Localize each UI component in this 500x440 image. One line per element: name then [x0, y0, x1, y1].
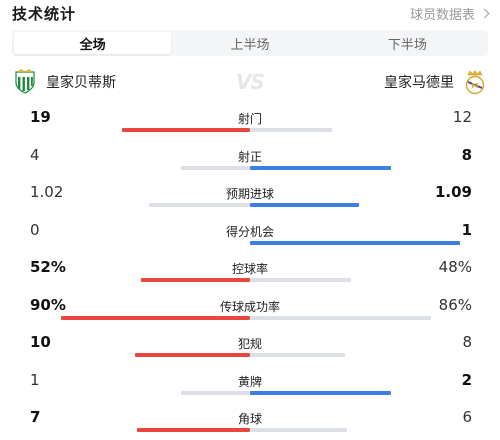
stat-row: 90% 传球成功率 86% — [0, 292, 500, 330]
stat-name: 预期进球 — [225, 187, 275, 201]
home-stat-bar-fill — [149, 203, 250, 207]
away-stat-bar-fill — [250, 315, 431, 320]
away-stat-value: 1.09 — [434, 183, 472, 201]
away-stat-bar — [250, 315, 460, 320]
svg-text:M: M — [472, 82, 479, 90]
stat-name: 角球 — [237, 412, 263, 426]
away-stat-bar-fill — [250, 240, 460, 245]
stat-row: 1.02 预期进球 1.09 — [0, 179, 500, 217]
stat-row: 4 射正 8 — [0, 142, 500, 180]
home-stat-bar — [40, 428, 250, 432]
chevron-right-icon — [479, 8, 490, 18]
stat-name: 得分机会 — [225, 224, 275, 239]
home-stat-bar-fill — [121, 128, 250, 132]
away-team-name: 皇家马德里 — [384, 75, 454, 91]
stat-row: 7 角球 6 — [0, 404, 500, 440]
away-stat-value: 48% — [438, 258, 472, 276]
away-stat-value: 1 — [461, 220, 472, 239]
home-stat-bar-fill — [61, 315, 250, 320]
vs-label: VS — [236, 70, 265, 94]
teams-header: 皇家贝蒂斯 VS 皇家马德里 M — [12, 66, 488, 98]
real-madrid-crest-icon: M — [465, 69, 485, 95]
stat-name: 控球率 — [231, 262, 269, 276]
away-stat-bar — [250, 428, 460, 432]
away-stat-value: 6 — [462, 408, 472, 426]
away-stat-bar-fill — [250, 278, 351, 282]
home-stat-value: 4 — [30, 145, 40, 164]
away-stat-value: 86% — [438, 295, 472, 314]
away-stat-bar — [250, 165, 460, 170]
home-stat-bar — [40, 203, 250, 207]
stats-header: 技术统计 球员数据表 — [12, 0, 490, 26]
away-stat-value: 2 — [461, 370, 472, 389]
tab-full-match[interactable]: 全场 — [14, 32, 172, 54]
home-stat-value: 0 — [30, 220, 40, 239]
home-stat-value: 19 — [30, 108, 51, 126]
home-stat-bar — [40, 278, 250, 282]
away-stat-bar-fill — [250, 428, 347, 432]
home-stat-value: 1 — [30, 370, 40, 389]
stat-row: 10 犯规 8 — [0, 329, 500, 367]
stat-name: 传球成功率 — [219, 299, 281, 314]
away-stat-bar-fill — [250, 203, 360, 207]
stat-row: 0 得分机会 1 — [0, 217, 500, 255]
stat-name: 射门 — [237, 112, 263, 126]
away-stat-bar-fill — [250, 353, 345, 357]
home-stat-bar-fill — [180, 165, 250, 170]
away-stat-value: 12 — [452, 108, 472, 126]
away-stat-bar — [250, 240, 460, 245]
tab-second-half[interactable]: 下半场 — [387, 37, 427, 53]
real-betis-crest-icon — [15, 69, 35, 94]
period-tabs: 全场 上半场 下半场 — [12, 30, 488, 56]
stat-name: 射正 — [237, 149, 263, 164]
tab-first-half[interactable]: 上半场 — [230, 37, 270, 53]
away-team: 皇家马德里 M — [384, 69, 488, 95]
stat-name: 黄牌 — [237, 374, 263, 389]
home-stat-bar — [40, 353, 250, 357]
stats-list: 19 射门 12 4 射正 8 1.02 预期进球 1.09 0 得分机会 1 52% 控球率 48% 90%… — [0, 104, 500, 440]
away-stat-bar — [250, 128, 460, 132]
home-stat-value: 7 — [30, 408, 41, 426]
home-team-name: 皇家贝蒂斯 — [46, 75, 116, 91]
home-stat-value: 10 — [30, 333, 51, 351]
home-stat-bar — [40, 241, 250, 245]
home-stat-value: 52% — [30, 258, 66, 276]
player-stats-link-label: 球员数据表 — [409, 7, 475, 23]
away-stat-bar-fill — [250, 128, 332, 132]
stat-row: 19 射门 12 — [0, 104, 500, 142]
away-stat-value: 8 — [462, 333, 472, 351]
stat-name: 犯规 — [237, 337, 263, 351]
home-stat-bar — [40, 390, 250, 395]
away-stat-bar-fill — [250, 165, 391, 170]
away-stat-bar — [250, 203, 460, 207]
away-stat-value: 8 — [461, 145, 472, 164]
home-stat-bar-fill — [180, 390, 250, 395]
away-stat-bar — [250, 353, 460, 357]
home-stat-value: 1.02 — [30, 183, 64, 201]
away-stat-bar — [250, 390, 460, 395]
home-stat-bar-fill — [140, 278, 250, 282]
stat-row: 1 黄牌 2 — [0, 367, 500, 405]
section-title: 技术统计 — [12, 4, 77, 23]
away-stat-bar-fill — [250, 390, 391, 395]
home-stat-bar — [40, 128, 250, 132]
home-stat-bar-fill — [136, 428, 250, 432]
home-stat-bar — [40, 165, 250, 170]
player-stats-link[interactable]: 球员数据表 — [409, 4, 490, 23]
stat-row: 52% 控球率 48% — [0, 254, 500, 292]
home-stat-value: 90% — [30, 295, 66, 314]
home-stat-bar — [40, 315, 250, 320]
away-stat-bar — [250, 278, 460, 282]
home-stat-bar-fill — [134, 353, 250, 357]
home-team: 皇家贝蒂斯 — [12, 69, 116, 95]
